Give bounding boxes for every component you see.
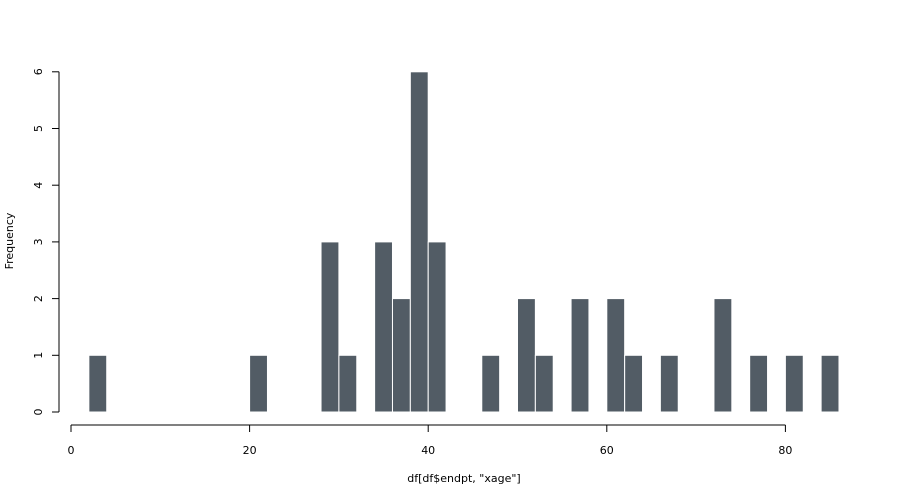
x-tick-label: 20 [243,444,257,457]
x-tick-label: 0 [68,444,75,457]
y-tick-label: 3 [32,238,45,245]
histogram-bar [534,354,554,413]
x-axis: 0 20 40 60 80 [68,424,792,457]
bars-group [88,71,840,413]
y-axis: 0 1 2 3 4 5 6 [32,68,60,416]
histogram-bar [659,354,679,413]
histogram-bar [338,354,358,413]
histogram-bar [713,298,733,413]
histogram-bar [820,354,840,413]
histogram-bar [391,298,411,413]
histogram-bar [749,354,769,413]
histogram-bar [517,298,536,413]
y-tick-label: 1 [32,352,45,359]
y-axis-title: Frequency [3,212,16,269]
histogram-bar [249,354,268,413]
histogram-bar [88,354,108,413]
histogram-bar [570,298,590,413]
x-axis-title: df[df$endpt, "xage"] [407,472,520,485]
histogram-bar [374,241,393,413]
x-tick-label: 40 [421,444,435,457]
histogram-bar [606,298,626,413]
histogram-bar [427,241,447,413]
y-tick-label: 4 [32,182,45,189]
x-tick-label: 60 [600,444,614,457]
histogram-bar [784,354,804,413]
histogram-bar [409,71,429,413]
y-tick-label: 5 [32,125,45,132]
x-tick-label: 80 [778,444,792,457]
y-tick-label: 0 [32,409,45,416]
y-tick-label: 2 [32,295,45,302]
histogram-bar [624,354,644,413]
histogram-bar [320,241,340,413]
histogram-bar [481,354,501,413]
y-tick-label: 6 [32,68,45,75]
